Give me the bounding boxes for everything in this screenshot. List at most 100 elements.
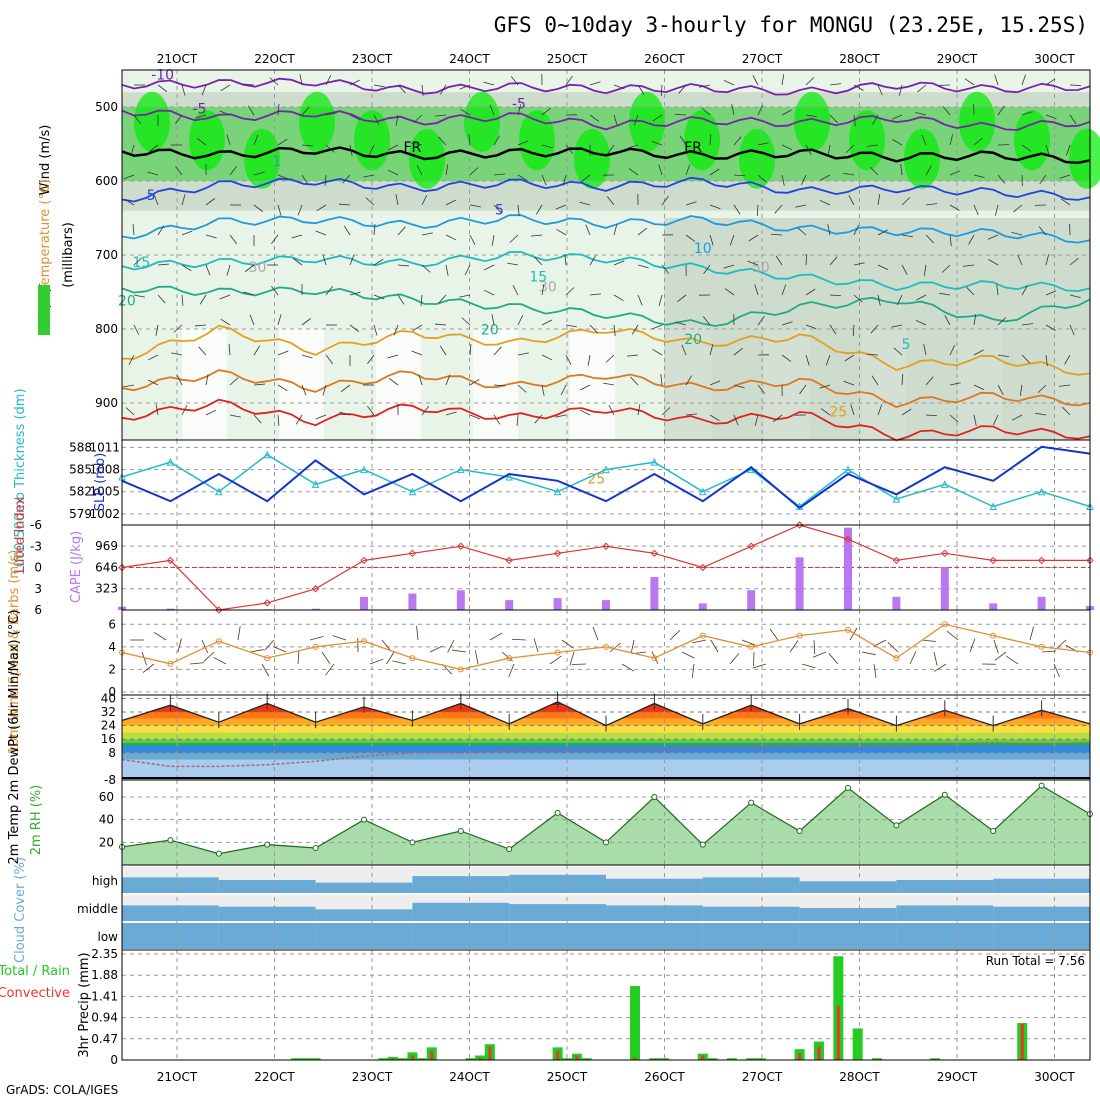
wind-barb	[445, 374, 451, 386]
wind-barb	[923, 344, 927, 356]
wind-barb	[392, 660, 407, 665]
isotherm-5	[121, 176, 1091, 203]
contour-label: 20	[684, 332, 702, 348]
precip-convective-bar	[410, 1055, 414, 1060]
lifted-index-point	[263, 599, 271, 607]
wind-barb	[181, 264, 192, 272]
wind-barb	[849, 627, 858, 641]
wind-barb	[195, 114, 207, 119]
wind-barb	[613, 114, 618, 126]
contour-label: 15	[132, 255, 150, 271]
wind-barb	[733, 414, 739, 426]
lifted-index-point	[844, 535, 852, 543]
thickness-point	[263, 450, 272, 459]
wind-barb	[299, 74, 303, 86]
wind-barb	[925, 165, 932, 176]
wind-barb	[349, 291, 361, 296]
wind-barb	[271, 285, 279, 296]
wind-barb	[949, 382, 961, 386]
y-label-wind10m: 10m Wind Speed & Barbs (m/s)	[7, 550, 22, 755]
wind-barb	[534, 414, 543, 424]
wind-barb	[155, 324, 159, 336]
wind-barb	[678, 84, 687, 94]
wind-barb	[757, 384, 766, 394]
y-tick-label: -8	[104, 773, 116, 787]
wind-barb	[517, 384, 527, 393]
wind-barb	[724, 288, 735, 296]
rh-point	[603, 839, 609, 846]
wind-barb	[681, 344, 687, 356]
y-tick-label: 800	[95, 322, 118, 336]
rh-legend-swatch	[38, 285, 50, 335]
wind-barb	[1021, 285, 1028, 296]
wind-barb	[805, 324, 817, 330]
wind-barb	[469, 234, 476, 245]
temperature-band	[122, 759, 1090, 780]
wind-barb	[226, 134, 231, 146]
wind-barb	[469, 378, 480, 386]
wind-barb	[709, 414, 720, 422]
wind-barb	[421, 264, 431, 273]
wind-barb	[181, 230, 193, 236]
wind-barb	[464, 264, 471, 276]
wind-barb	[1041, 650, 1056, 653]
wind-barb	[541, 319, 552, 326]
wind-barb	[272, 646, 287, 653]
wind-barb	[709, 168, 720, 176]
bottom-date-tick: 23OCT	[352, 1070, 393, 1084]
wind-barb	[917, 84, 927, 93]
wind-barb	[228, 344, 231, 356]
wind-barb	[827, 224, 831, 236]
rh-cell	[739, 128, 775, 189]
cape-bar	[456, 590, 465, 610]
precip-convective-bar	[478, 1057, 482, 1060]
wind-barb	[397, 294, 405, 305]
contour-label: -5	[512, 96, 526, 112]
rh-point	[457, 828, 464, 834]
lifted-index-point	[650, 549, 659, 558]
lifted-index-point	[166, 556, 175, 565]
top-date-tick: 25OCT	[547, 52, 588, 66]
wind-barb	[253, 383, 265, 386]
wind-barb	[157, 263, 169, 266]
wind-barb	[925, 376, 934, 386]
wind-barb	[820, 174, 831, 181]
rh-point	[167, 837, 174, 844]
wind-barb	[555, 204, 567, 210]
contour-label: 5	[495, 202, 504, 218]
wind-barb	[388, 144, 399, 151]
bottom-date-tick: 29OCT	[937, 1070, 978, 1084]
top-date-tick: 24OCT	[449, 52, 490, 66]
bottom-date-tick: 24OCT	[449, 1070, 490, 1084]
wind-barb	[781, 144, 793, 151]
bottom-date-tick: 25OCT	[547, 1070, 588, 1084]
cloud-cover-fill	[702, 877, 800, 893]
wind-barb	[973, 204, 979, 216]
lifted-index-point	[941, 549, 949, 558]
wind-barb	[829, 83, 841, 86]
top-date-tick: 22OCT	[254, 52, 295, 66]
wind-barb	[277, 104, 280, 116]
rh-point	[409, 839, 416, 846]
cloud-cover-fill	[896, 880, 994, 893]
cloud-cover-fill	[315, 923, 413, 949]
wind-barb	[845, 144, 855, 153]
wind-barb	[491, 314, 495, 326]
wind-barb	[271, 234, 279, 245]
cape-bar	[747, 590, 756, 610]
wind-barb	[987, 234, 999, 240]
wind-barb	[491, 234, 495, 246]
y-tick-label: 6	[108, 617, 116, 631]
wind-barb	[493, 135, 501, 146]
rh-cell	[1014, 110, 1050, 171]
wind-barb	[709, 234, 714, 246]
wind-barb	[607, 144, 615, 155]
y-tick-label: 0.47	[91, 1032, 118, 1046]
wind-barb	[484, 264, 495, 271]
cloud-cover-fill	[799, 923, 897, 949]
thickness-point	[698, 487, 707, 496]
wind-barb	[339, 203, 351, 206]
rh-point	[264, 841, 271, 848]
isotherm-15	[121, 250, 1091, 293]
y-tick-label: 8	[108, 746, 116, 760]
